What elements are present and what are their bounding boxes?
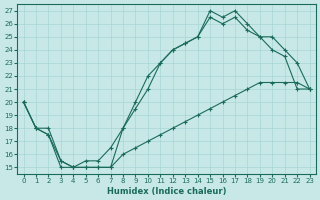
X-axis label: Humidex (Indice chaleur): Humidex (Indice chaleur) — [107, 187, 226, 196]
